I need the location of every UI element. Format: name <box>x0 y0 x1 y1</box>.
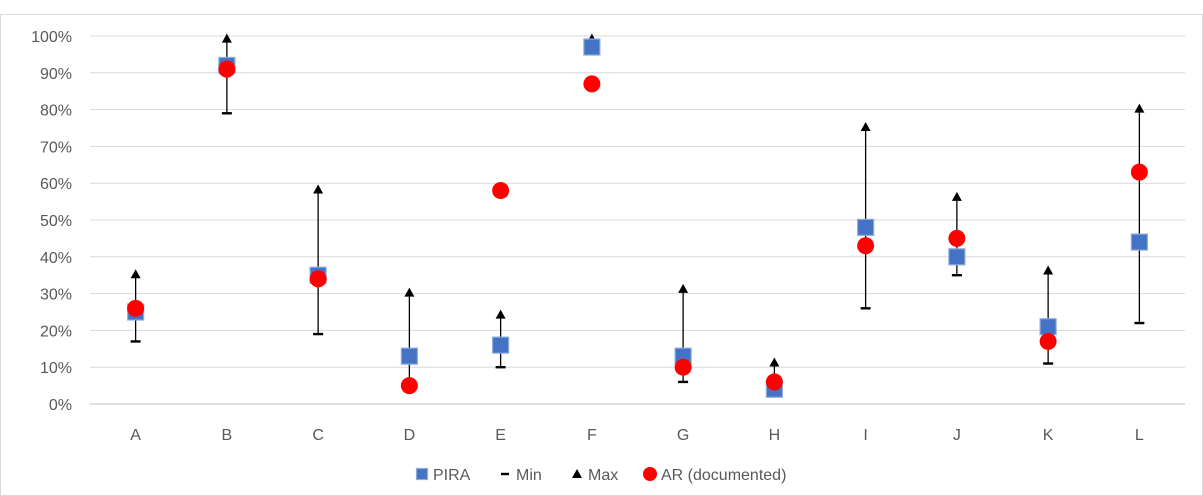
legend-item: Max <box>572 467 618 484</box>
y-tick-label: 20% <box>40 323 72 340</box>
y-tick-label: 100% <box>31 29 72 46</box>
max-point <box>951 191 962 201</box>
ar-point <box>309 270 327 288</box>
legend: PIRA Min Max AR (documented) <box>415 467 786 484</box>
y-tick-label: 30% <box>40 287 72 304</box>
x-tick-label: H <box>769 427 781 444</box>
ar-point <box>948 229 966 247</box>
ar-point <box>492 182 510 200</box>
ar-point <box>1039 332 1057 350</box>
series-marks <box>127 33 1148 398</box>
x-tick-label: F <box>587 427 597 444</box>
series-ar <box>127 60 1148 395</box>
x-tick-label: D <box>404 427 416 444</box>
max-point <box>313 184 324 194</box>
ar-point <box>765 373 783 391</box>
ar-point <box>857 237 875 255</box>
legend-label: AR (documented) <box>661 467 786 484</box>
pira-point <box>400 347 418 365</box>
pira-point <box>948 248 966 266</box>
x-tick-label: I <box>863 427 867 444</box>
gridlines <box>90 35 1185 405</box>
x-tick-label: G <box>677 427 689 444</box>
pira-point <box>583 38 601 56</box>
max-point <box>130 269 141 279</box>
max-point <box>221 33 232 43</box>
y-tick-label: 10% <box>40 360 72 377</box>
x-tick-label: J <box>953 427 961 444</box>
x-tick-label: B <box>222 427 233 444</box>
y-tick-label: 40% <box>40 250 72 267</box>
ar-point <box>1130 163 1148 181</box>
pira-legend-icon <box>415 467 429 481</box>
pira-point <box>1039 318 1057 336</box>
max-point <box>495 309 506 319</box>
y-tick-label: 90% <box>40 66 72 83</box>
legend-item: Min <box>501 467 542 484</box>
max-point <box>769 357 780 367</box>
x-tick-label: C <box>312 427 324 444</box>
max-point <box>1043 265 1054 275</box>
x-tick-label: E <box>495 427 506 444</box>
max-point <box>1134 103 1145 113</box>
y-tick-label: 50% <box>40 213 72 230</box>
legend-label: PIRA <box>433 467 471 484</box>
ar-point <box>400 377 418 395</box>
y-tick-label: 80% <box>40 103 72 120</box>
max-point <box>678 283 689 293</box>
x-tick-label: K <box>1043 427 1054 444</box>
legend-label: Max <box>588 467 618 484</box>
ar-point <box>127 299 145 317</box>
legend-item: AR (documented) <box>643 467 786 484</box>
y-tick-label: 0% <box>49 397 72 414</box>
max-legend-icon <box>572 469 582 478</box>
x-axis-tick-labels: A B C D E F G H I J K L <box>130 427 1144 444</box>
ar-point <box>583 75 601 93</box>
pira-point <box>492 336 510 354</box>
legend-label: Min <box>516 467 542 484</box>
pira-point <box>1130 233 1148 251</box>
max-point <box>860 122 871 131</box>
y-tick-label: 60% <box>40 176 72 193</box>
y-tick-label: 70% <box>40 139 72 156</box>
ar-point <box>674 358 692 376</box>
ar-legend-icon <box>643 467 657 481</box>
ar-point <box>218 60 236 78</box>
y-axis-tick-labels: 0% 10% 20% 30% 40% 50% 60% 70% 80% 90% 100% <box>31 29 72 414</box>
legend-item: PIRA <box>415 467 471 484</box>
chart-frame <box>0 14 1203 496</box>
x-tick-label: A <box>130 427 141 444</box>
x-tick-label: L <box>1135 427 1144 444</box>
max-point <box>404 287 415 297</box>
pira-point <box>857 218 875 236</box>
